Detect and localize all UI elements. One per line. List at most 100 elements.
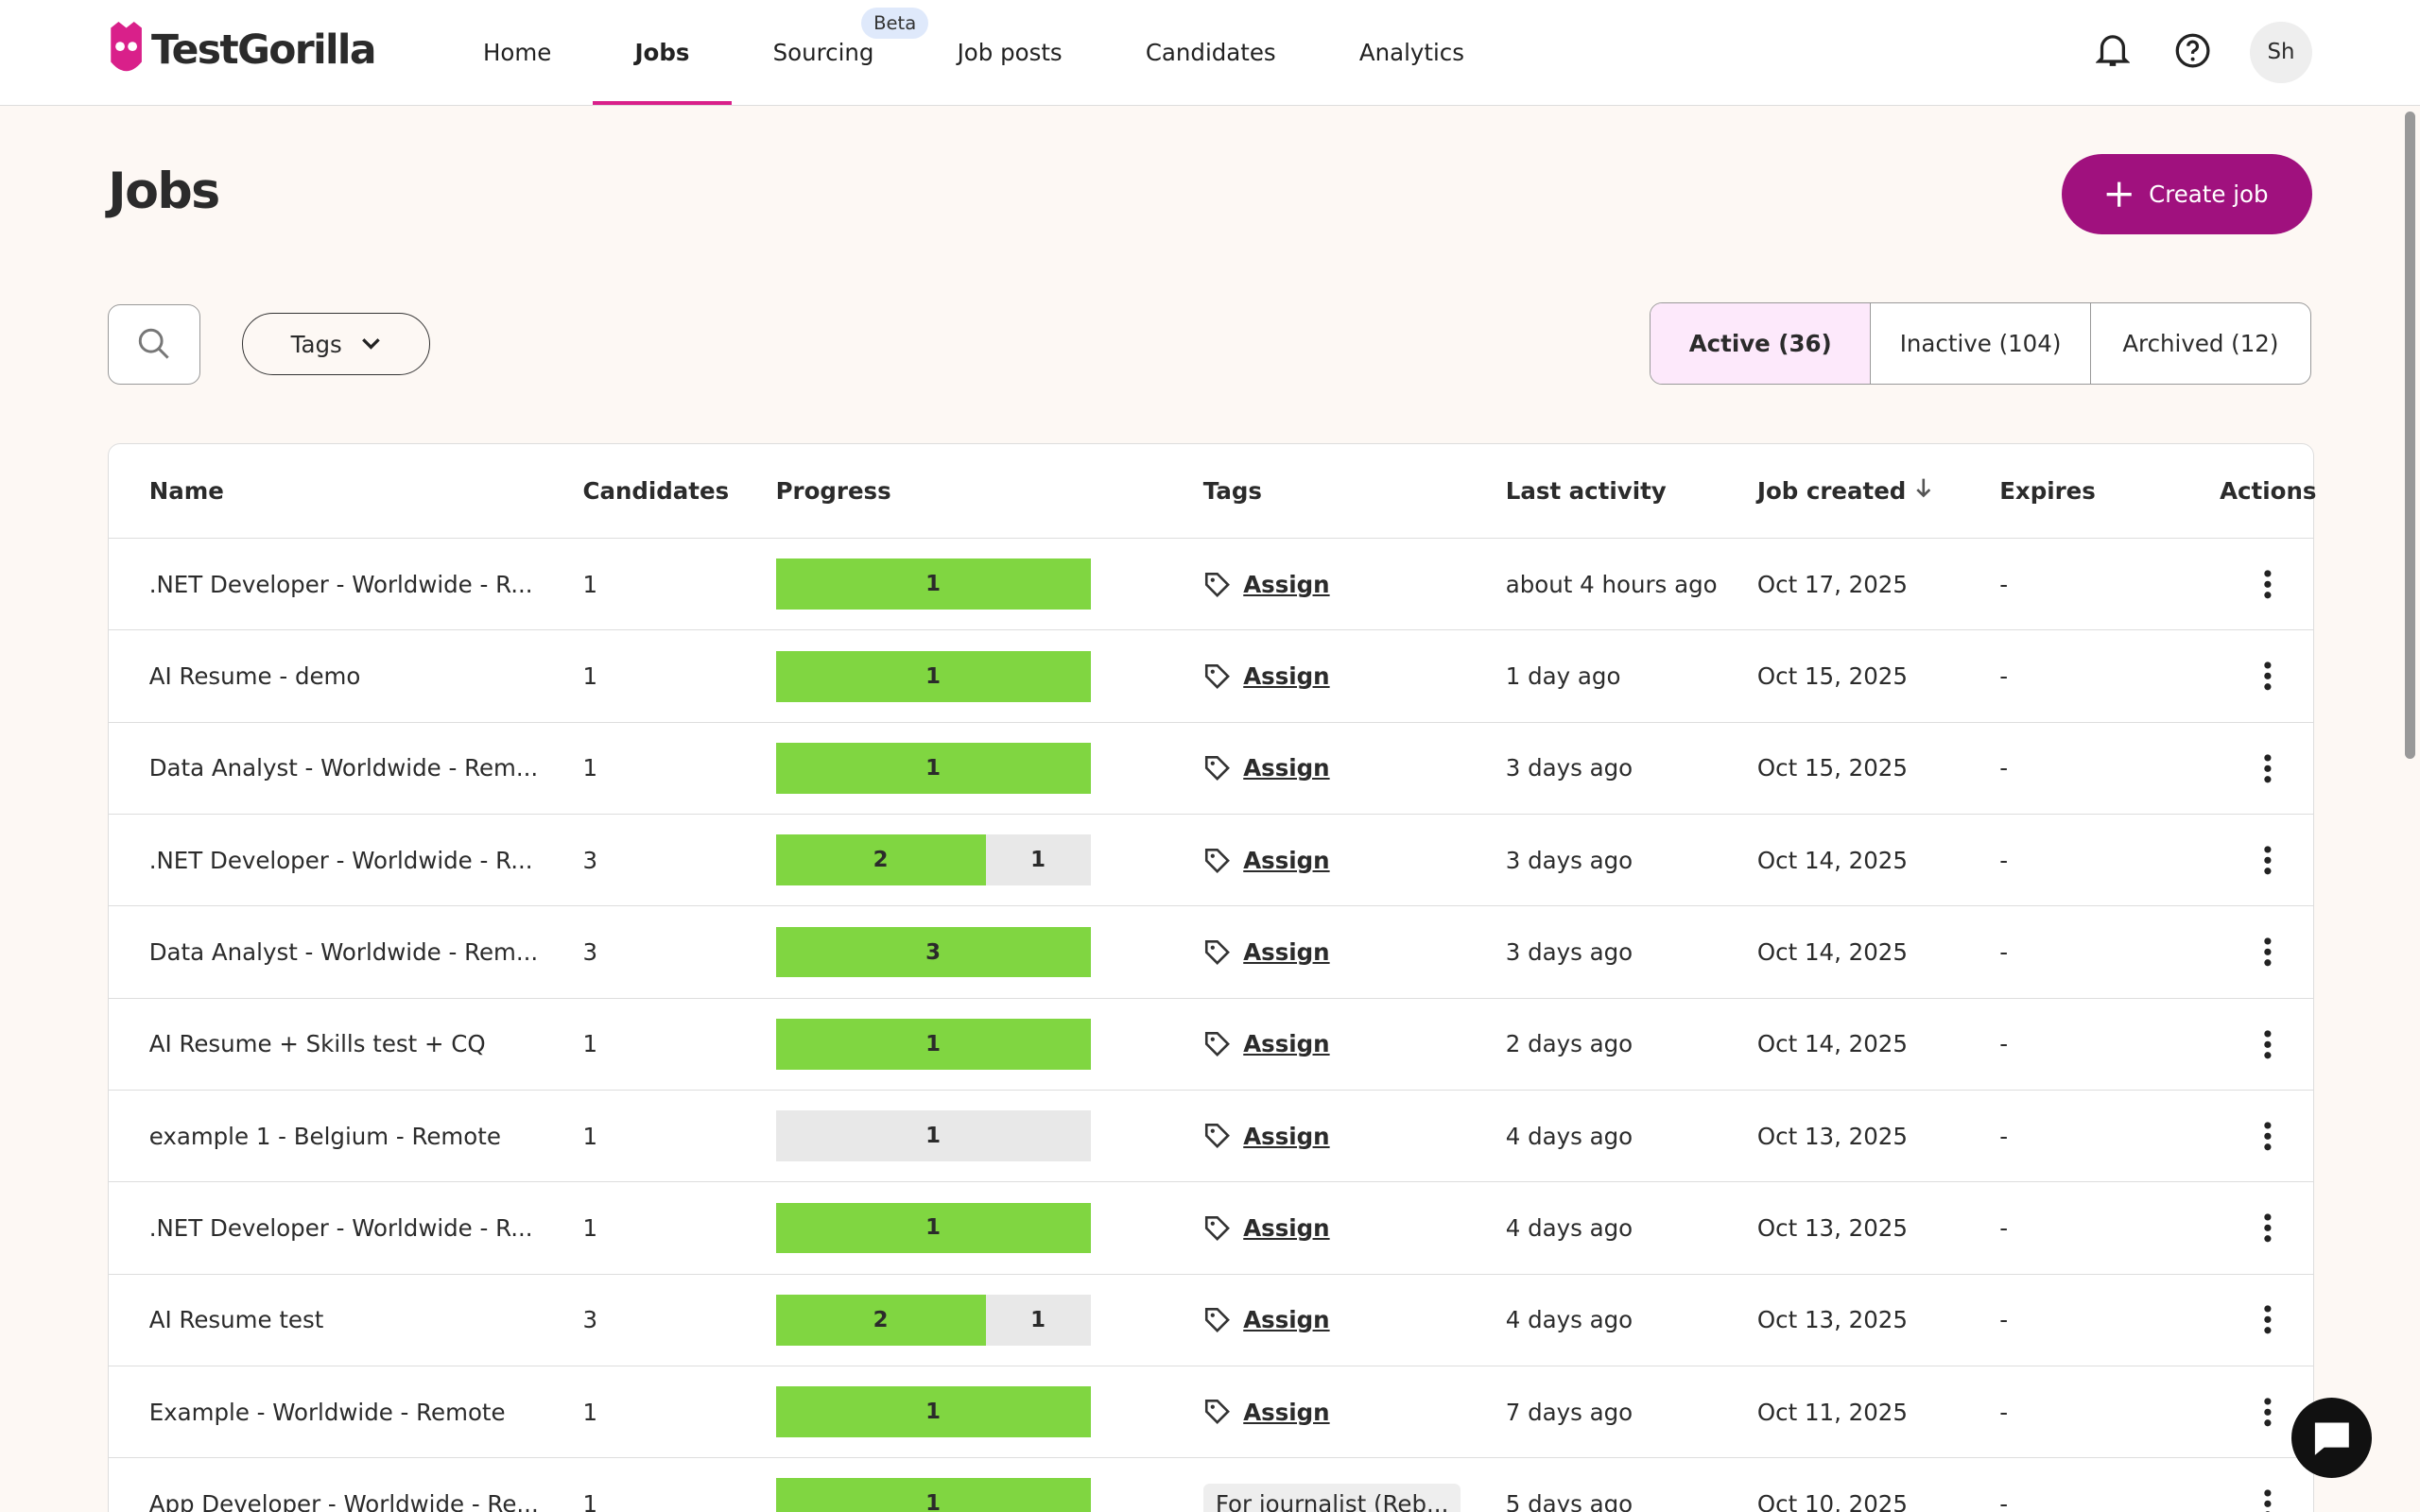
assign-tag-link[interactable]: Assign (1243, 1030, 1330, 1058)
progress-bar: 1 (775, 558, 1091, 610)
job-created: Oct 17, 2025 (1756, 570, 1908, 598)
column-header[interactable]: Job created (1757, 477, 1999, 505)
column-header: Progress (775, 476, 891, 505)
progress-segment: 1 (775, 1478, 1091, 1512)
create-job-button[interactable]: Create job (2062, 154, 2312, 235)
assign-tag-link[interactable]: Assign (1243, 1122, 1330, 1150)
actions-menu[interactable] (2183, 753, 2353, 784)
expires: - (1999, 570, 2009, 598)
help[interactable] (2167, 25, 2220, 77)
candidates-count: 3 (582, 1306, 598, 1334)
actions-menu[interactable] (2183, 661, 2353, 692)
expires: - (1999, 754, 2009, 782)
tag-icon (1204, 1124, 1230, 1149)
column-header: Name (148, 476, 224, 505)
job-name: .NET Developer - Worldwide - R... (148, 1213, 533, 1242)
job-row[interactable]: AI Resume - demo 1 1 Assign 1 day ago Oct 15,… (109, 630, 2313, 723)
candidates-count: 1 (582, 662, 598, 691)
assign-tag-link[interactable]: Assign (1243, 1213, 1330, 1242)
actions-menu[interactable] (2183, 936, 2353, 968)
actions-menu[interactable] (2183, 845, 2353, 876)
actions-menu[interactable] (2183, 1304, 2353, 1335)
job-row[interactable]: App Developer - Worldwide - Re... 1 1 For j… (109, 1458, 2312, 1512)
job-row[interactable]: AI Resume test 3 2 1 Assign 4 days ago Oct 13,… (109, 1275, 2313, 1366)
progress-cell: 1 (775, 558, 1203, 610)
tags-filter-label: Tags (290, 330, 342, 358)
nav-item[interactable]: Analytics (1358, 39, 1464, 66)
candidates-count: 1 (582, 754, 598, 782)
job-name: AI Resume + Skills test + CQ (148, 1030, 486, 1058)
nav-item[interactable]: Jobs (593, 0, 732, 106)
actions-menu[interactable] (2183, 1397, 2353, 1428)
assign-tag-link[interactable]: Assign (1243, 938, 1330, 967)
jobs-table: Name Candidates Progress Tags Last activity J… (108, 442, 2316, 1512)
job-name: Data Analyst - Worldwide - Rem... (148, 938, 539, 967)
job-row[interactable]: .NET Developer - Worldwide - R... 3 2 1 Assi… (109, 815, 2313, 907)
actions-menu[interactable] (2183, 1029, 2353, 1060)
tags-cell: Assign (1203, 662, 1506, 690)
nav-item[interactable]: Job posts (957, 39, 1063, 66)
actions-menu[interactable] (2183, 569, 2353, 600)
status-tab[interactable]: Inactive (104) (1870, 302, 2090, 384)
assign-tag-link[interactable]: Assign (1243, 662, 1330, 691)
job-created: Oct 13, 2025 (1756, 1213, 1908, 1242)
tags-cell: For journalist (Reb... (1202, 1484, 1506, 1512)
logo[interactable]: TestGorilla (108, 21, 376, 80)
job-row[interactable]: .NET Developer - Worldwide - R... 1 1 Assig… (109, 539, 2313, 631)
progress-cell: 1 (775, 1110, 1203, 1162)
last-activity: 3 days ago (1505, 938, 1634, 967)
actions-menu[interactable] (2183, 1121, 2353, 1152)
job-row[interactable]: AI Resume + Skills test + CQ 1 1 Assign 2 da… (109, 999, 2313, 1091)
candidates-count: 1 (582, 1213, 598, 1242)
assign-tag-link[interactable]: Assign (1243, 1306, 1330, 1334)
expires: - (1999, 1489, 2009, 1512)
job-row[interactable]: .NET Developer - Worldwide - R... 1 1 Assig… (109, 1182, 2313, 1275)
last-activity: 4 days ago (1505, 1122, 1634, 1150)
status-tab[interactable]: Active (36) (1651, 302, 1871, 384)
candidates-count: 1 (582, 1122, 598, 1150)
assign-tag-link[interactable]: Assign (1243, 754, 1330, 782)
top-bar: TestGorilla Home Jobs Sourcing Job posts Can… (0, 0, 2420, 107)
actions-menu[interactable] (2183, 1488, 2353, 1512)
logo-icon (111, 21, 143, 72)
last-activity: 4 days ago (1505, 1213, 1634, 1242)
job-row[interactable]: Example - Worldwide - Remote 1 1 Assign 7 da… (109, 1366, 2313, 1459)
assign-tag-link[interactable]: Assign (1243, 1398, 1330, 1426)
job-name: App Developer - Worldwide - Re... (148, 1489, 539, 1512)
avatar[interactable]: Sh (2250, 21, 2312, 84)
assign-tag-link[interactable]: Assign (1243, 846, 1330, 874)
column-header: Expires (1999, 476, 2096, 505)
notifications[interactable] (2086, 25, 2139, 77)
job-row[interactable]: Data Analyst - Worldwide - Rem... 3 3 Assig… (109, 906, 2313, 999)
page-title: Jobs (108, 163, 220, 221)
progress-cell: 1 (775, 1478, 1203, 1512)
nav-item[interactable]: Sourcing (772, 39, 874, 66)
nav-item[interactable]: Home (483, 39, 552, 66)
search-button[interactable] (108, 303, 201, 385)
status-tab[interactable]: Archived (12) (2089, 302, 2310, 384)
nav-item[interactable]: Candidates (1145, 39, 1276, 66)
last-activity: 4 days ago (1505, 1306, 1634, 1334)
job-created: Oct 13, 2025 (1756, 1122, 1908, 1150)
job-row[interactable]: example 1 - Belgium - Remote 1 1 Assign 4 da… (109, 1091, 2313, 1183)
candidates-count: 3 (582, 938, 598, 967)
progress-segment: 1 (775, 1018, 1091, 1070)
create-job-label: Create job (2149, 180, 2269, 209)
tags-cell: Assign (1203, 847, 1506, 874)
progress-bar: 1 (775, 1018, 1091, 1070)
assign-tag-link[interactable]: Assign (1243, 570, 1330, 598)
tag-icon (1204, 1032, 1230, 1057)
last-activity: about 4 hours ago (1505, 570, 1718, 598)
actions-menu[interactable] (2183, 1212, 2353, 1244)
chat-button[interactable] (2291, 1398, 2373, 1479)
job-row[interactable]: Data Analyst - Worldwide - Rem... 1 1 Assig… (109, 723, 2313, 816)
tag-icon (1204, 1215, 1230, 1241)
job-name: AI Resume test (148, 1306, 324, 1334)
tags-filter[interactable]: Tags (242, 313, 431, 375)
progress-bar: 3 (775, 926, 1091, 978)
progress-cell: 1 (775, 1202, 1203, 1254)
job-name: .NET Developer - Worldwide - R... (148, 570, 533, 598)
expires: - (1999, 1030, 2009, 1058)
